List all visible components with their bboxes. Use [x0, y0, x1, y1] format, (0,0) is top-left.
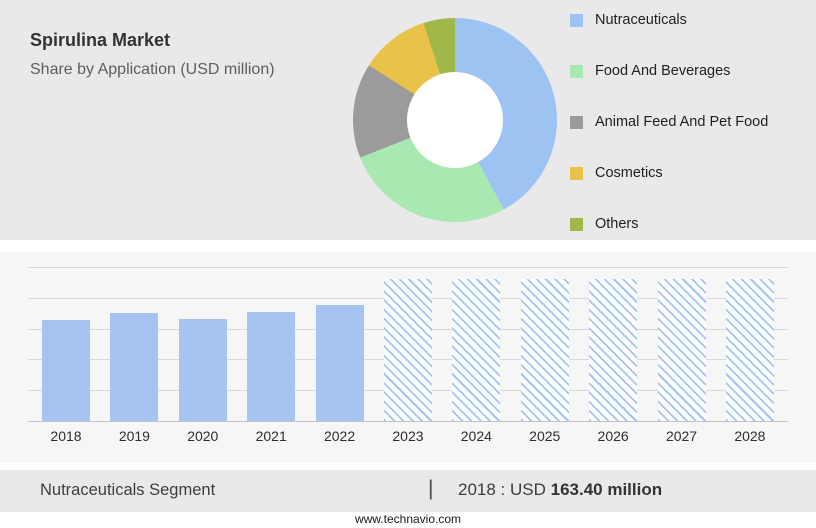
- title-block: Spirulina Market Share by Application (U…: [30, 30, 340, 79]
- page-title: Spirulina Market: [30, 30, 171, 50]
- page-subtitle: Share by Application (USD million): [30, 61, 275, 78]
- panel-divider: [0, 462, 816, 470]
- donut-chart: [353, 18, 557, 222]
- donut-hole: [407, 72, 503, 168]
- legend-swatch: [570, 65, 583, 78]
- x-axis-labels: 2018 2019 2020 2021 2022 2023 2024 2025 2026 2027…: [42, 428, 774, 444]
- x-axis-label: 2024: [460, 428, 492, 444]
- bars-container: [42, 267, 774, 421]
- bar-chart-panel: 2018 2019 2020 2021 2022 2023 2024 2025 2026 2027…: [0, 252, 816, 462]
- legend-label: Animal Feed And Pet Food: [595, 114, 769, 130]
- legend-swatch: [570, 218, 583, 231]
- legend-item: Animal Feed And Pet Food: [570, 114, 796, 148]
- value-prefix: 2018 : USD: [458, 480, 551, 499]
- chart-legend: Nutraceuticals Food And Beverages Animal F…: [570, 12, 796, 267]
- legend-item: Nutraceuticals: [570, 12, 796, 46]
- separator: |: [428, 477, 434, 500]
- x-axis-label: 2025: [529, 428, 561, 444]
- gridline: [28, 267, 788, 268]
- x-axis-label: 2018: [50, 428, 82, 444]
- x-axis-label: 2019: [118, 428, 150, 444]
- bar-2021: [247, 311, 296, 421]
- legend-item: Food And Beverages: [570, 63, 796, 97]
- legend-swatch: [570, 116, 583, 129]
- x-axis-label: 2020: [187, 428, 219, 444]
- legend-swatch: [570, 14, 583, 27]
- x-axis-label: 2022: [323, 428, 356, 444]
- bar-2024-forecast: [452, 279, 501, 421]
- website-url: www.technavio.com: [0, 512, 816, 528]
- bar-2018: [42, 320, 90, 421]
- bar-2028-forecast: [725, 279, 774, 421]
- segment-label: Nutraceuticals Segment: [40, 481, 216, 499]
- legend-item: Others: [570, 216, 796, 250]
- bar-2023-forecast: [383, 279, 432, 421]
- legend-label: Cosmetics: [595, 165, 663, 181]
- legend-label: Others: [595, 216, 639, 232]
- bar-2019: [110, 313, 159, 421]
- x-axis-label: 2021: [255, 428, 287, 444]
- legend-item: Cosmetics: [570, 165, 796, 199]
- legend-swatch: [570, 167, 583, 180]
- x-axis-label: 2026: [597, 428, 629, 444]
- x-axis-label: 2028: [734, 428, 766, 444]
- bar-2027-forecast: [657, 279, 706, 421]
- bar-chart: [28, 267, 788, 422]
- bar-2022: [315, 305, 364, 421]
- value-amount: 163.40 million: [550, 480, 663, 499]
- x-axis-line: [28, 421, 788, 422]
- bar-2020: [178, 319, 227, 421]
- bar-2025-forecast: [520, 279, 569, 421]
- legend-label: Food And Beverages: [595, 63, 731, 79]
- legend-label: Nutraceuticals: [595, 12, 687, 28]
- footer: Nutraceuticals Segment | 2018 : USD 163.…: [0, 470, 816, 512]
- segment-value: 2018 : USD 163.40 million: [458, 480, 662, 500]
- x-axis-label: 2023: [392, 428, 424, 444]
- header-panel: Spirulina Market Share by Application (U…: [0, 0, 816, 240]
- panel-divider: [0, 240, 816, 252]
- bar-2026-forecast: [589, 279, 638, 421]
- x-axis-label: 2027: [665, 428, 698, 444]
